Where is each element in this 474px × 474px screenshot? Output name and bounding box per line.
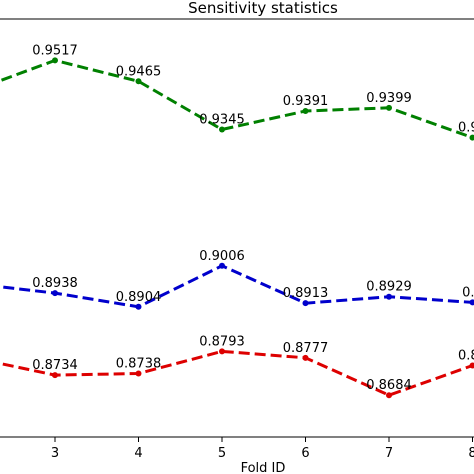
series-2: 0.8938 0.8904 0.9006 0.8913 0.8929 0.8: [0, 249, 474, 310]
data-point: [302, 354, 309, 361]
data-label: 0.8793: [199, 334, 245, 349]
chart-title: Sensitivity statistics: [188, 0, 338, 17]
series-1: 0.9517 0.9465 0.9345 0.9391 0.9399 0.93: [0, 43, 474, 141]
data-point: [386, 104, 392, 111]
x-axis: 3 4 5 6 7 8: [51, 437, 474, 461]
x-tick-label: 6: [301, 446, 309, 461]
data-label: 0.8904: [116, 290, 162, 305]
data-label: 0.8938: [32, 276, 78, 291]
series-3: 0.8734 0.8738 0.8793 0.8777 0.8684 0.87: [0, 334, 474, 399]
plot-frame: [0, 18, 474, 438]
x-tick-label: 4: [134, 446, 142, 461]
data-label: 0.8777: [283, 341, 329, 356]
data-label: 0.9517: [32, 43, 78, 58]
data-label: 0.8913: [283, 286, 329, 301]
data-point: [469, 299, 474, 306]
x-tick-label: 8: [468, 446, 474, 461]
x-tick-label: 5: [218, 446, 226, 461]
data-point: [386, 392, 392, 399]
x-axis-label: Fold ID: [241, 461, 286, 474]
data-label: 0.8734: [32, 358, 78, 373]
data-point: [302, 300, 309, 307]
data-label: 0.9006: [199, 249, 245, 264]
data-point: [135, 370, 142, 377]
data-label: 0.9399: [366, 91, 412, 106]
data-point: [219, 348, 225, 355]
data-label: 0.9391: [283, 94, 329, 109]
series-layer: 0.9517 0.9465 0.9345 0.9391 0.9399 0.93 0.8938…: [0, 43, 474, 399]
data-point: [52, 372, 58, 379]
data-label: 0.9345: [199, 113, 245, 128]
data-point: [386, 293, 392, 300]
data-point: [52, 290, 58, 297]
x-tick-label: 3: [51, 446, 59, 461]
data-label: 0.8: [462, 285, 474, 300]
data-point: [135, 303, 142, 310]
data-label: 0.9465: [116, 64, 162, 79]
data-point: [52, 57, 58, 64]
data-point: [469, 362, 474, 369]
data-point: [135, 78, 142, 85]
data-label: 0.87: [458, 348, 474, 363]
data-label: 0.8684: [366, 378, 412, 393]
x-tick-label: 7: [385, 446, 393, 461]
data-point: [219, 262, 225, 269]
data-label: 0.8738: [116, 356, 162, 371]
data-label: 0.93: [458, 121, 474, 136]
data-point: [219, 126, 225, 133]
data-label: 0.8929: [366, 280, 412, 295]
data-point: [469, 134, 474, 141]
data-point: [302, 108, 309, 115]
